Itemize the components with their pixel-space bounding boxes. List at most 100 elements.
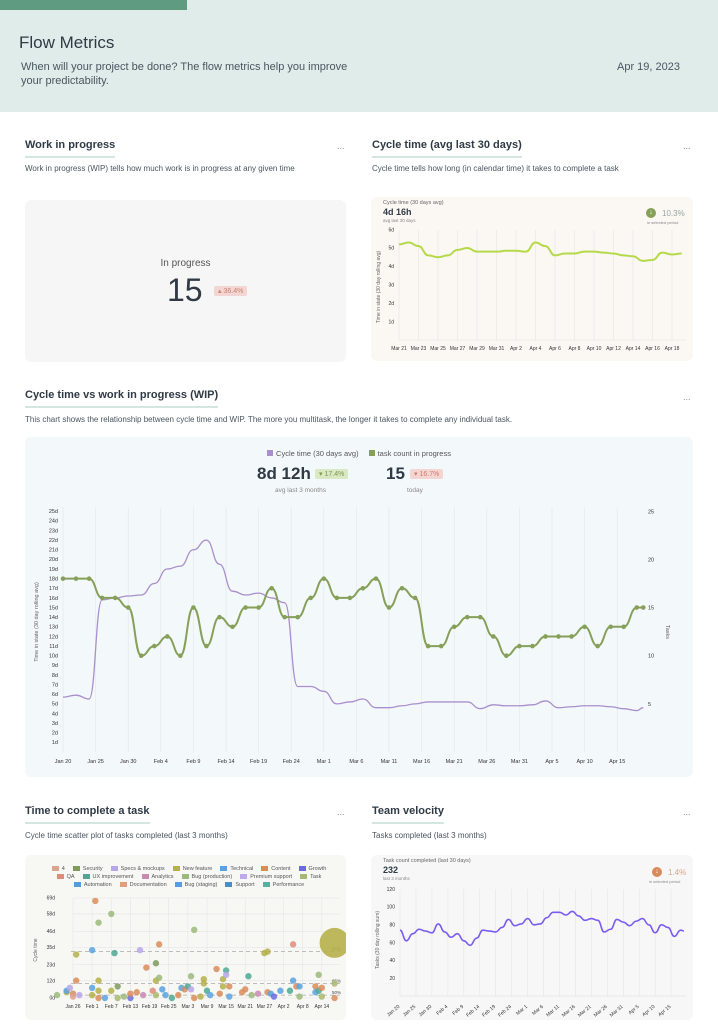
legend-label: Premium support	[250, 874, 293, 880]
scatter-point	[226, 983, 233, 990]
percentile-label: 50%	[332, 990, 341, 995]
cvw-task-change-value: 16.7%	[419, 471, 440, 478]
cvw-title: Cycle time vs work in progress (WIP)	[25, 389, 219, 408]
task-count-point	[282, 614, 287, 620]
cvw-more-button[interactable]: ...	[683, 392, 691, 402]
task-count-point	[595, 643, 600, 649]
x-tick-label: Mar 21	[446, 759, 463, 765]
y-tick-label: 7d	[52, 682, 58, 688]
scatter-point	[296, 983, 303, 990]
legend-swatch	[181, 874, 189, 880]
legend-item[interactable]: Support	[225, 882, 255, 888]
x-tick-label: Jan 25	[402, 1004, 418, 1018]
legend-item[interactable]: Growth	[298, 866, 326, 872]
legend-item[interactable]: Technical	[220, 866, 253, 872]
scatter-point	[319, 927, 346, 958]
legend-label: Security	[82, 866, 103, 872]
legend-item[interactable]: QA	[56, 874, 75, 880]
y-tick-label: 80	[389, 922, 395, 928]
x-tick-label: Mar 26	[593, 1004, 609, 1019]
task-count-point	[99, 595, 105, 601]
cycle-time-line	[62, 539, 644, 712]
task-count-point	[191, 605, 196, 610]
legend-item-tasks[interactable]: task count in progress	[368, 449, 451, 458]
scatter-point	[88, 991, 96, 999]
scatter-point	[191, 926, 198, 934]
legend-item[interactable]: Documentation	[119, 882, 167, 888]
wip-description: Work in progress (WIP) tells how much wo…	[25, 164, 295, 173]
y-tick-label: 20	[389, 976, 395, 982]
ttc-more-button[interactable]: ...	[337, 807, 345, 817]
cycle-more-button[interactable]: ...	[683, 141, 691, 151]
legend-item[interactable]: Content	[261, 866, 291, 872]
y-tick-label: 1d	[388, 319, 394, 325]
legend-item[interactable]: UX improvement	[82, 874, 134, 880]
y-tick-label: 120	[387, 887, 396, 893]
x-tick-label: Feb 9	[186, 759, 200, 765]
legend-item[interactable]: Bug (production)	[181, 874, 232, 880]
legend-swatch	[110, 866, 118, 872]
y-tick-label: 4d	[388, 264, 394, 270]
y-tick-label: 6d	[388, 227, 394, 233]
scatter-legend: 4 Security Specs & mockups New feature Techn…	[39, 866, 339, 888]
ttc-description: Cycle time scatter plot of tasks complet…	[25, 831, 228, 840]
velocity-title: Team velocity	[372, 805, 444, 824]
x-tick-label: Mar 23	[411, 346, 427, 352]
velocity-panel: Task count completed (last 30 days) 232 …	[371, 855, 693, 1020]
velocity-more-button[interactable]: ...	[683, 807, 691, 817]
cycle-chart: Mar 21 Mar 23 Mar 25 Mar 27 Mar 29 Mar 31 Apr …	[376, 227, 686, 352]
y-tick-label: 1d	[52, 740, 58, 746]
scatter-point	[92, 897, 99, 905]
x-tick-label: Mar 21	[391, 346, 407, 352]
cvw-task-value: 15	[386, 464, 405, 483]
legend-item[interactable]: Premium support	[240, 874, 292, 880]
legend-item[interactable]: Security	[72, 866, 103, 872]
x-tick-label: Mar 25	[430, 346, 446, 352]
legend-item[interactable]: 4	[51, 866, 65, 872]
x-tick-label: Mar 6	[349, 759, 363, 765]
x-tick-label: Jan 26	[65, 1004, 80, 1010]
y-tick-label: 13d	[49, 625, 58, 631]
y-tick-label: 69d	[47, 896, 56, 902]
scatter-point	[286, 987, 294, 994]
x-tick-label: Feb 4	[435, 1004, 449, 1017]
task-count-point	[243, 605, 248, 610]
cvw-cycle-sub: avg last 3 months	[275, 487, 326, 494]
cycle-time-line	[398, 241, 682, 262]
x-tick-label: Apr 12	[606, 346, 621, 352]
scatter-point	[248, 991, 255, 999]
scatter-point	[331, 980, 338, 987]
task-count-point	[204, 643, 209, 649]
task-count-point	[621, 624, 627, 630]
velocity-value-sub: last 3 months	[383, 876, 410, 881]
cvw-chart: Jan 20 Jan 25 Jan 30 Feb 4 Feb 9 Feb 14 Feb 19…	[34, 507, 670, 765]
y-tick-label: 25d	[49, 509, 58, 515]
legend-swatch	[174, 882, 182, 888]
legend-item[interactable]: Analytics	[141, 874, 174, 880]
y-tick-label: 12d	[47, 978, 56, 984]
scatter-chart: Jan 26 Feb 1 Feb 7 Feb 13 Feb 19 Feb 25 Mar 3 M…	[33, 896, 346, 1010]
legend-item-cycle[interactable]: Cycle time (30 days avg)	[267, 449, 359, 458]
legend-item[interactable]: New feature	[172, 866, 212, 872]
y-tick-label: 2d	[388, 301, 394, 307]
cycle-panel-label: Cycle time (30 days avg)	[383, 200, 444, 206]
wip-more-button[interactable]: ...	[337, 141, 345, 151]
x-tick-label: Feb 7	[105, 1004, 118, 1010]
legend-swatch	[240, 874, 248, 880]
task-count-point	[438, 643, 444, 649]
legend-item[interactable]: Performance	[262, 882, 304, 888]
y-tick-label: 23d	[49, 528, 58, 534]
y-tick-label: 100	[387, 905, 396, 911]
scatter-point	[175, 991, 182, 999]
scatter-point	[152, 960, 160, 967]
task-count-point	[491, 634, 496, 639]
x-tick-label: Mar 27	[257, 1004, 273, 1010]
legend-item[interactable]: Task	[300, 874, 321, 880]
legend-item[interactable]: Specs & mockups	[110, 866, 165, 872]
legend-item[interactable]: Bug (staging)	[174, 882, 217, 888]
velocity-line	[399, 910, 684, 947]
scatter-point	[296, 993, 303, 1000]
legend-swatch	[82, 874, 90, 880]
legend-item[interactable]: Automation	[73, 882, 112, 888]
cycle-value-sub: avg last 30 days	[383, 218, 416, 223]
